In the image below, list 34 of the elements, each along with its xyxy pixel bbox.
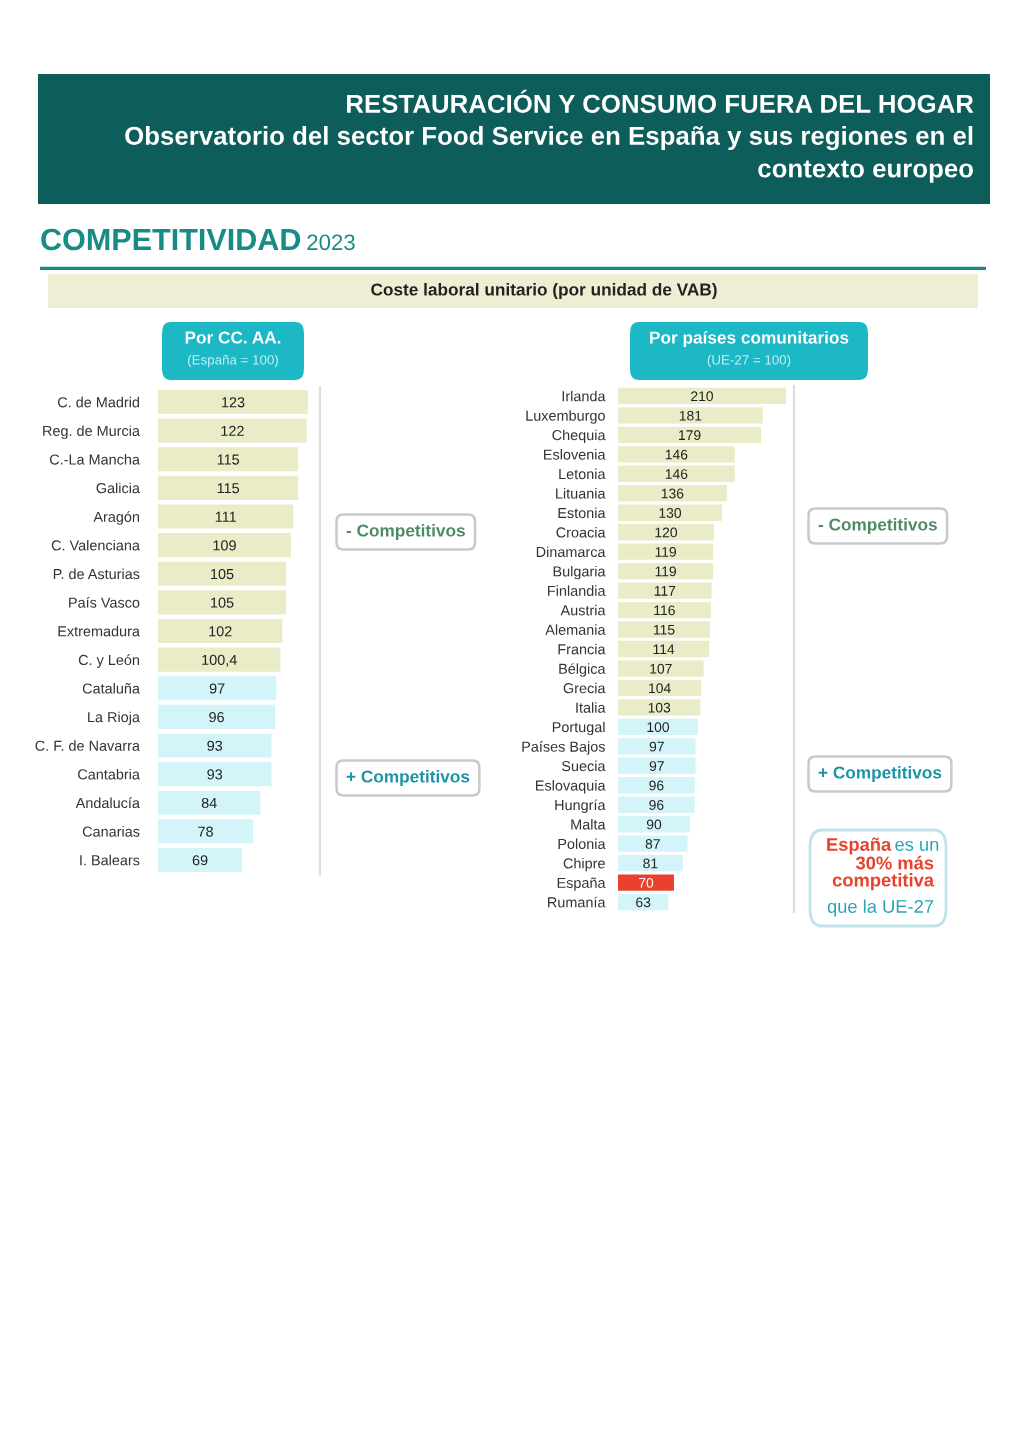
text: que la UE-27 bbox=[827, 899, 934, 917]
bar bbox=[158, 447, 299, 472]
bar bbox=[618, 893, 669, 911]
bar bbox=[618, 874, 674, 891]
bar bbox=[158, 819, 254, 844]
bar bbox=[158, 618, 283, 644]
bar bbox=[158, 475, 299, 500]
bar bbox=[158, 418, 307, 443]
bar bbox=[158, 762, 272, 787]
bar bbox=[158, 847, 243, 873]
bar bbox=[158, 647, 281, 672]
text: - Competitivos bbox=[346, 523, 465, 541]
chart-title: Por países comunitarios bbox=[650, 330, 849, 348]
chart-title: Por CC. AA. bbox=[185, 331, 281, 344]
bar bbox=[158, 590, 287, 615]
bar bbox=[158, 733, 272, 758]
bar bbox=[158, 533, 291, 558]
bar bbox=[158, 561, 287, 586]
text: RESTAURACIÓN Y CONSUMO FUERA DEL HOGAR bbox=[347, 89, 974, 113]
text: 2023 bbox=[307, 234, 355, 251]
text: COMPETITIVIDAD bbox=[41, 228, 301, 251]
text: 30% más competitiva bbox=[832, 855, 935, 891]
bar bbox=[158, 389, 308, 415]
text: + Competitivos bbox=[346, 769, 470, 787]
bar bbox=[158, 504, 294, 529]
text: + Competitivos bbox=[818, 765, 942, 783]
bar bbox=[158, 790, 261, 815]
text: España bbox=[827, 837, 892, 855]
text: Coste laboral unitario (por unidad de VAB) bbox=[371, 282, 717, 300]
text: Observatorio del sector Food Service en España y sus regiones en el contexto europeo bbox=[125, 126, 974, 183]
text: es un bbox=[895, 840, 939, 851]
text: - Competitivos bbox=[818, 517, 937, 535]
bar bbox=[158, 704, 276, 729]
bar bbox=[158, 676, 277, 701]
